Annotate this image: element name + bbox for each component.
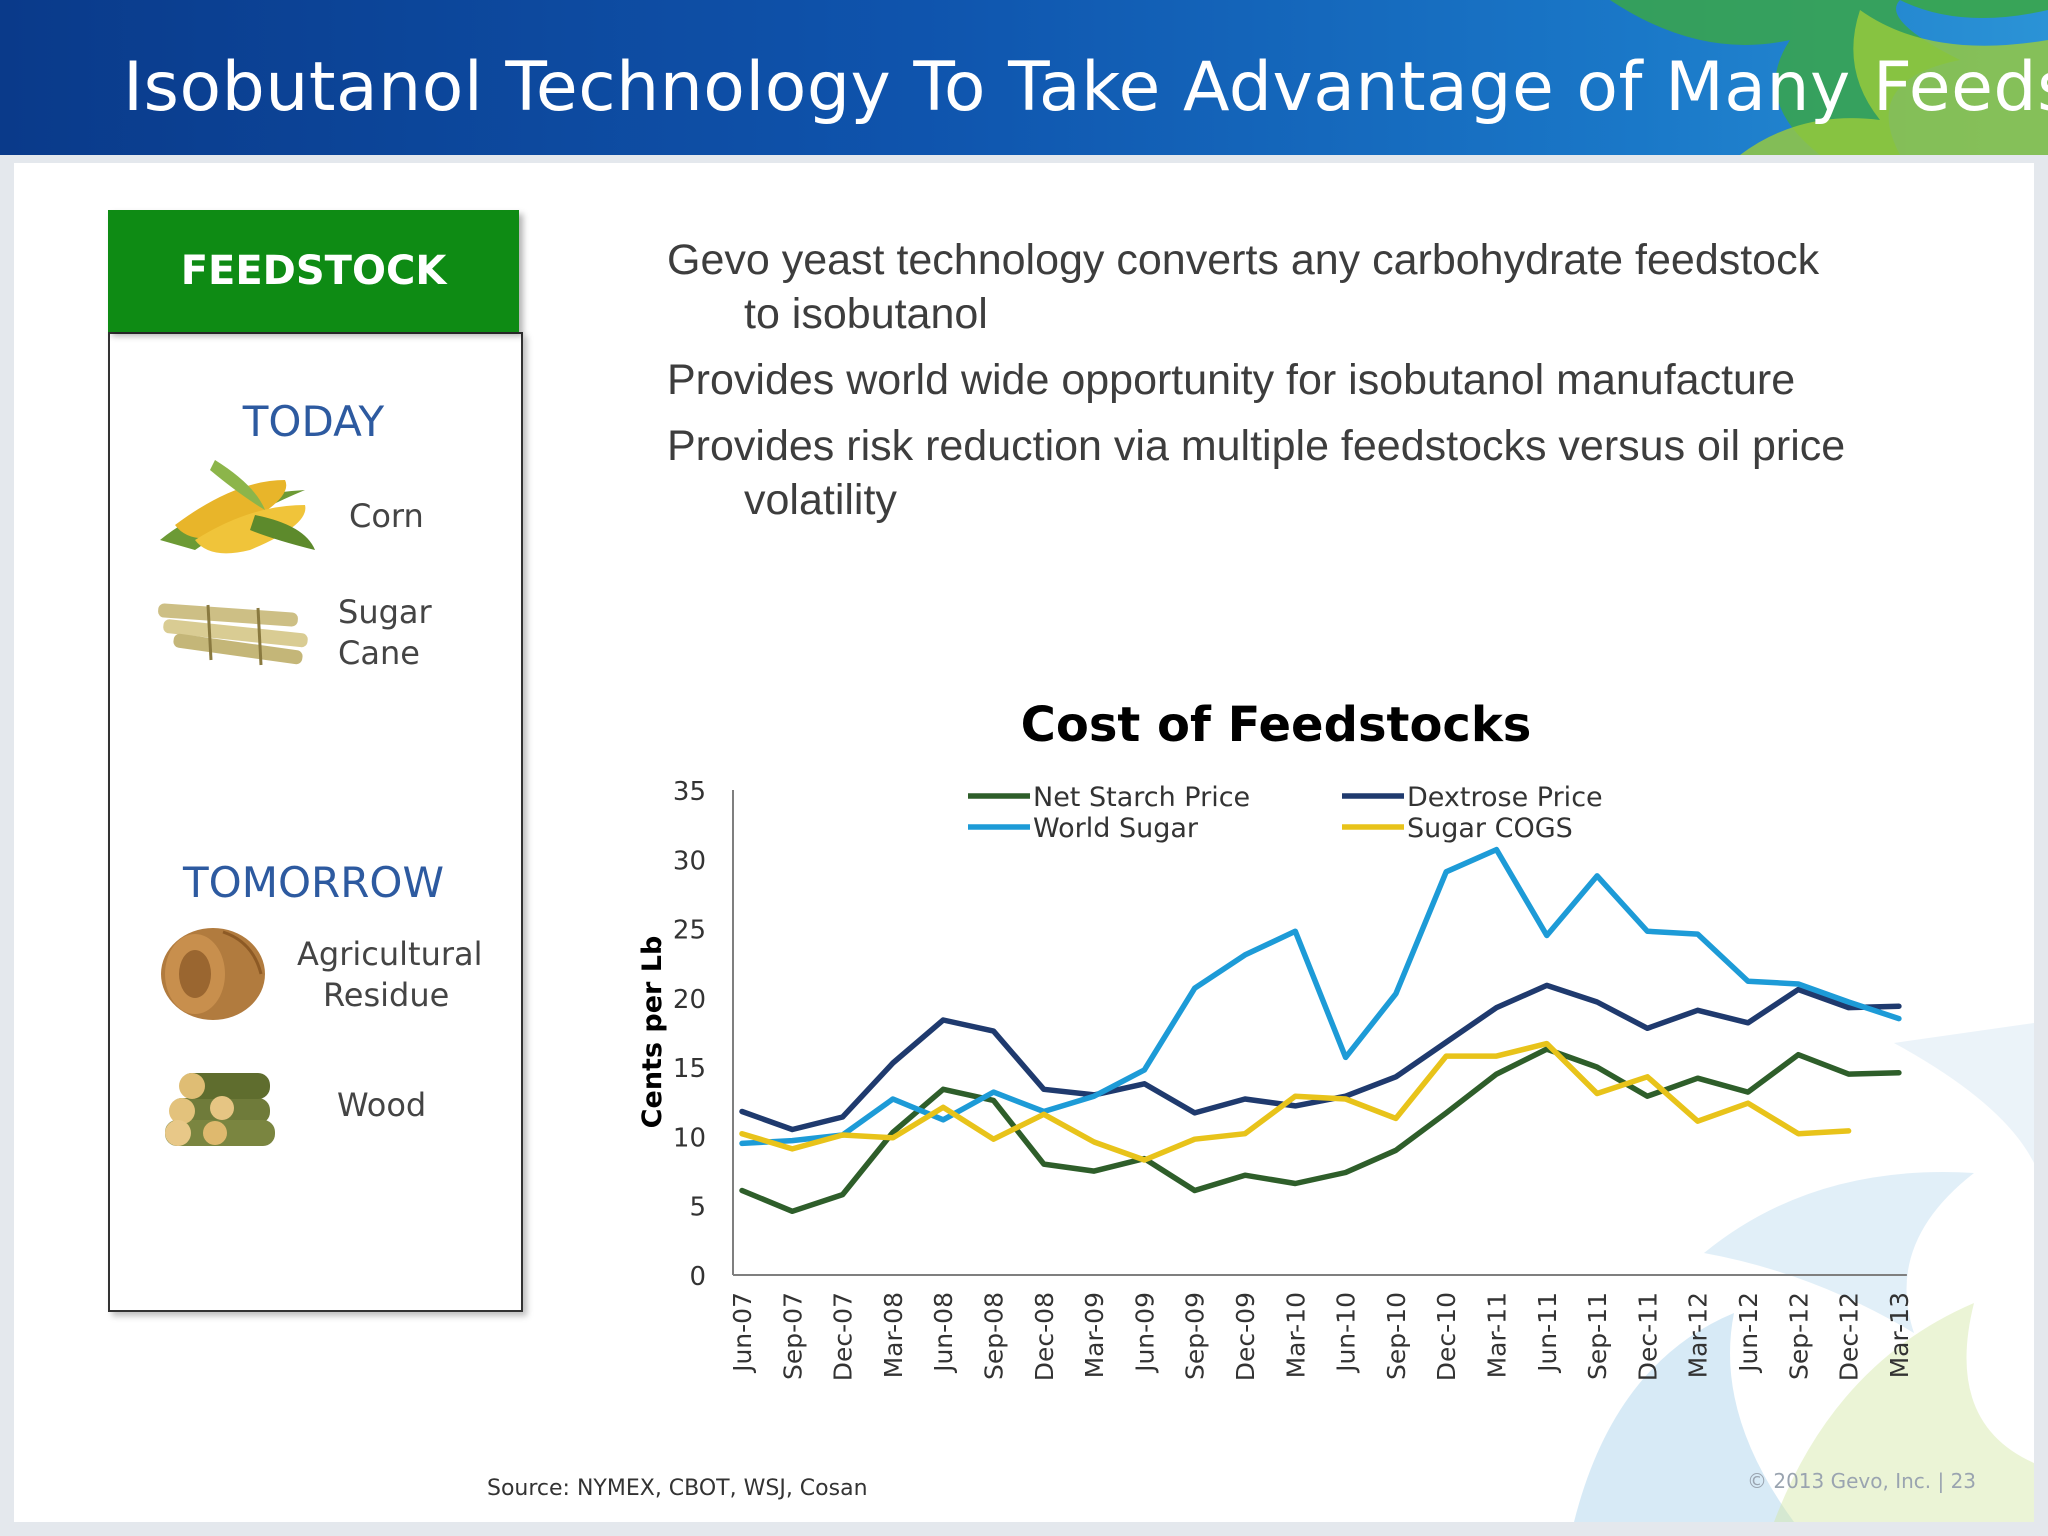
feedstock-panel bbox=[108, 332, 523, 1312]
residue-label: Residue bbox=[323, 976, 450, 1014]
copyright: © 2013 Gevo, Inc. | 23 bbox=[1747, 1469, 1977, 1493]
cane-label: Cane bbox=[338, 634, 420, 672]
source-note: Source: NYMEX, CBOT, WSJ, Cosan bbox=[487, 1476, 868, 1501]
pinwheel-decoration bbox=[1610, 0, 2048, 155]
tomorrow-label: TOMORROW bbox=[183, 858, 444, 907]
hay-bale-image bbox=[161, 928, 265, 1020]
bullet-3: Provides risk reduction via multiple fee… bbox=[667, 419, 1845, 527]
corn-label: Corn bbox=[349, 497, 424, 535]
bullet-1: Gevo yeast technology converts any carbo… bbox=[667, 233, 1819, 341]
wood-logs-image bbox=[165, 1073, 275, 1146]
bullet-3-line-2: volatility bbox=[744, 476, 897, 524]
today-label: TODAY bbox=[242, 397, 385, 446]
bullet-2: Provides world wide opportunity for isob… bbox=[667, 356, 1796, 404]
sugar-cane-image bbox=[158, 603, 308, 666]
pinwheel-watermark bbox=[1574, 1023, 2034, 1522]
feedstock-header: FEEDSTOCK bbox=[108, 210, 519, 332]
agricultural-label: Agricultural bbox=[297, 935, 483, 973]
bullet-3-line-1: Provides risk reduction via multiple fee… bbox=[667, 422, 1846, 470]
title-bar: Isobutanol Technology To Take Advantage … bbox=[0, 0, 2048, 155]
bullet-1-line-1: Gevo yeast technology converts any carbo… bbox=[667, 236, 1820, 284]
sugar-label: Sugar bbox=[338, 593, 432, 631]
bullet-1-line-2: to isobutanol bbox=[744, 290, 988, 338]
slide-title: Isobutanol Technology To Take Advantage … bbox=[123, 48, 2048, 127]
corn-image bbox=[160, 460, 315, 554]
wood-label: Wood bbox=[337, 1086, 427, 1124]
feedstock-header-label: FEEDSTOCK bbox=[180, 248, 447, 294]
